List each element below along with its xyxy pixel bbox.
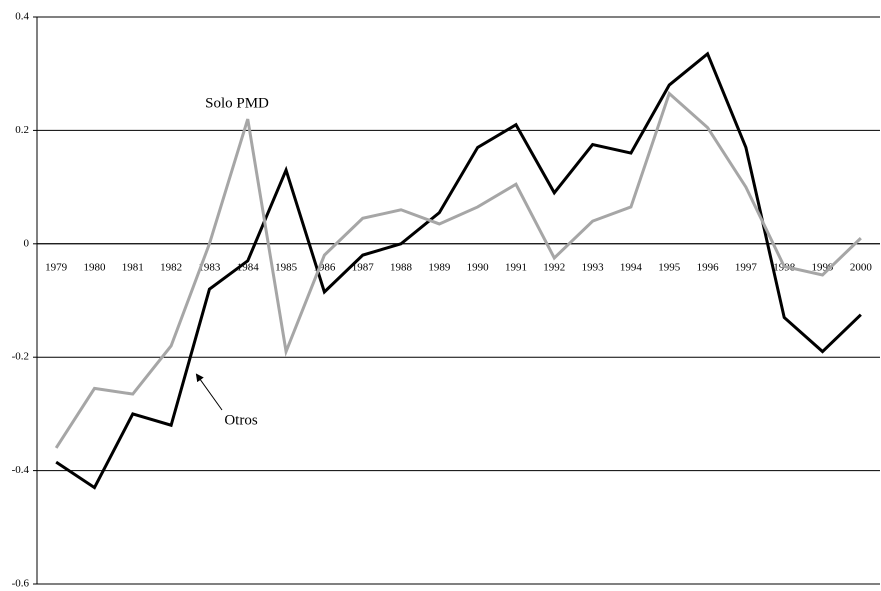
x-tick-label: 1990 <box>467 261 490 273</box>
x-tick-label: 1980 <box>83 261 106 273</box>
y-tick-label: 0.4 <box>15 11 29 23</box>
x-tick-label: 2000 <box>850 261 873 273</box>
x-tick-label: 1993 <box>582 261 605 273</box>
line-series <box>55 51 862 490</box>
y-tick-label: -0.2 <box>12 351 29 363</box>
x-tick-label: 1979 <box>45 261 68 273</box>
annotation-arrow <box>195 373 223 411</box>
y-tick-label: -0.4 <box>12 464 30 476</box>
x-tick-label: 1997 <box>735 261 758 273</box>
x-tick-label: 1992 <box>543 261 565 273</box>
x-tick-label: 1991 <box>505 261 527 273</box>
x-tick-label: 1996 <box>697 261 720 273</box>
x-tick-label: 1994 <box>620 261 643 273</box>
series-label: Solo PMD <box>205 95 269 111</box>
line-series <box>54 90 862 449</box>
x-tick-label: 1983 <box>198 261 221 273</box>
x-tick-label: 1988 <box>390 261 413 273</box>
x-tick-label: 1987 <box>352 261 375 273</box>
x-tick-label: 1981 <box>122 261 144 273</box>
x-tick-label: 1995 <box>658 261 681 273</box>
series-label: Otros <box>224 412 257 428</box>
y-tick-label: 0 <box>24 237 30 249</box>
x-tick-label: 1982 <box>160 261 182 273</box>
x-tick-label: 1989 <box>428 261 451 273</box>
y-tick-label: -0.6 <box>12 578 30 590</box>
x-tick-label: 1985 <box>275 261 298 273</box>
y-tick-label: 0.2 <box>15 124 29 136</box>
